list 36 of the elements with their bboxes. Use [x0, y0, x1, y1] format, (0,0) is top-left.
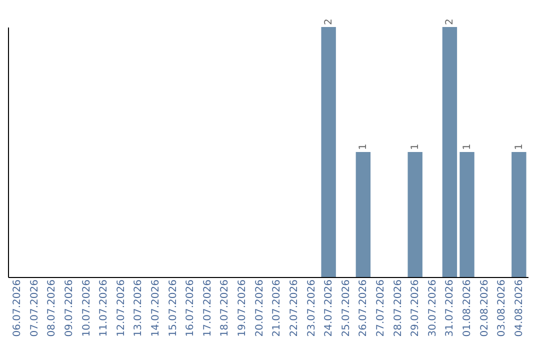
x-tick-label: 06.07.2026: [12, 280, 24, 337]
x-tick-label: 08.07.2026: [46, 280, 58, 337]
data-label: 1: [358, 144, 370, 150]
x-tick-label: 21.07.2026: [272, 280, 283, 337]
x-tick-label: 28.07.2026: [392, 280, 404, 337]
x-tick-label: 22.07.2026: [288, 280, 300, 337]
x-tick-label: 18.07.2026: [220, 280, 231, 337]
x-tick-label: 17.07.2026: [202, 280, 214, 337]
data-label: 2: [324, 18, 335, 25]
x-tick-label: 24.07.2026: [324, 280, 335, 337]
data-label: 1: [410, 144, 422, 150]
x-tick-label: 13.07.2026: [133, 280, 144, 337]
x-tick-label: 09.07.2026: [64, 280, 75, 337]
x-tick-label: 15.07.2026: [168, 280, 179, 337]
x-tick-label: 01.08.2026: [462, 280, 473, 337]
x-tick-label: 16.07.2026: [185, 280, 196, 337]
x-tick-label: 07.07.2026: [29, 280, 40, 337]
x-tick-label: 27.07.2026: [375, 280, 386, 337]
x-tick-label: 19.07.2026: [237, 280, 248, 337]
x-tick-label: 31.07.2026: [444, 280, 456, 337]
x-tick-label: 11.07.2026: [98, 280, 110, 337]
data-label: 1: [514, 144, 525, 150]
x-tick-label: 26.07.2026: [358, 280, 370, 337]
x-tick-label: 29.07.2026: [410, 280, 422, 337]
x-tick-label: 14.07.2026: [150, 280, 162, 337]
x-tick-label: 02.08.2026: [479, 280, 490, 337]
x-tick-label: 20.07.2026: [254, 280, 266, 337]
x-tick-label: 23.07.2026: [306, 280, 318, 337]
x-tick-label: 10.07.2026: [81, 280, 92, 337]
data-label: 1: [462, 144, 473, 150]
x-tick-label: 04.08.2026: [514, 280, 525, 337]
x-tick-label: 03.08.2026: [496, 280, 508, 337]
x-tick-label: 25.07.2026: [340, 280, 352, 337]
x-tick-label: 30.07.2026: [427, 280, 438, 337]
data-label: 2: [444, 18, 456, 25]
x-tick-label: 12.07.2026: [116, 280, 127, 337]
